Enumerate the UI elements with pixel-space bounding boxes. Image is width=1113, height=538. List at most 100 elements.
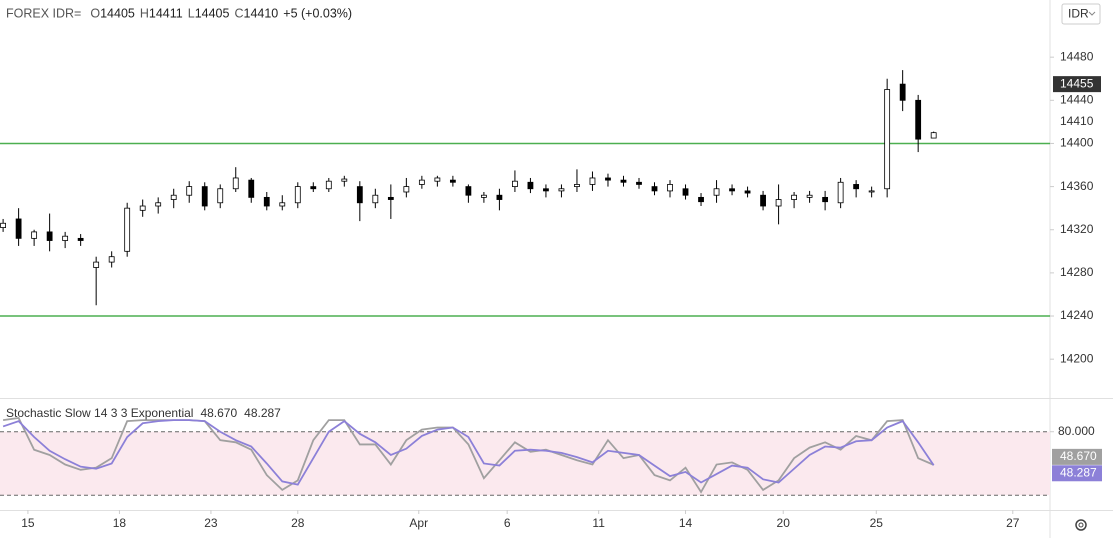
- candle-body: [574, 184, 580, 187]
- candle-body: [527, 181, 534, 190]
- candle-body: [294, 186, 301, 204]
- ohlc-key: O: [90, 6, 100, 20]
- candle-body: [636, 181, 642, 185]
- currency-select[interactable]: [1061, 3, 1101, 25]
- ohlc-value: 14405: [100, 6, 135, 20]
- price-tag: [1053, 76, 1101, 93]
- y-tick-label: 14200: [1060, 351, 1094, 365]
- candle-body: [201, 186, 208, 207]
- x-tick-label: 23: [204, 516, 218, 530]
- candle-body: [387, 196, 394, 200]
- candle-body: [139, 205, 146, 211]
- x-tick-label: 11: [592, 516, 605, 530]
- x-tick-label: 20: [777, 516, 791, 530]
- x-tick-label: Apr: [409, 516, 428, 530]
- y-tick-label: 14360: [1060, 179, 1094, 193]
- candle-body: [558, 188, 565, 192]
- candle-body: [480, 194, 487, 198]
- ohlc-value: 14410: [244, 6, 279, 20]
- candle-body: [868, 190, 875, 193]
- symbol: FOREX IDR=: [6, 6, 81, 20]
- candle-body: [667, 184, 673, 192]
- y-tick-label: 14240: [1060, 308, 1094, 322]
- ohlc-key: L: [188, 6, 195, 20]
- ohlc-value: 14411: [149, 6, 183, 20]
- candle-body: [232, 177, 239, 190]
- candle-body: [930, 132, 937, 139]
- candle-body: [31, 231, 38, 239]
- candle-body: [356, 186, 363, 204]
- y-tick-label: 14440: [1060, 92, 1094, 106]
- candle-body: [465, 186, 472, 196]
- candle-body: [310, 186, 317, 190]
- candle-body: [915, 99, 922, 140]
- settings-icon[interactable]: [1075, 519, 1087, 531]
- candle-body: [760, 194, 766, 207]
- candle-body: [15, 218, 22, 239]
- candle-body: [853, 184, 860, 190]
- y-tick-label: 14480: [1060, 49, 1094, 63]
- candle-body: [605, 177, 611, 181]
- candle-body: [775, 199, 782, 207]
- candle-body: [713, 188, 720, 196]
- candle-body: [837, 181, 844, 204]
- candle-body: [124, 207, 131, 252]
- candle-body: [651, 186, 658, 192]
- value-badge: [1052, 448, 1102, 465]
- gear[interactable]: [1075, 519, 1087, 531]
- candle-body: [325, 180, 332, 190]
- x-tick-label: 27: [1006, 516, 1020, 530]
- candle-body: [791, 194, 797, 200]
- candle-body: [93, 261, 100, 268]
- candle-body: [744, 190, 751, 194]
- gear-hub[interactable]: [1078, 522, 1084, 528]
- dropdown-arrow[interactable]: [1088, 11, 1096, 16]
- candle-body: [155, 202, 162, 207]
- x-tick-label: 15: [21, 516, 35, 530]
- last-price-label: 14410: [1060, 114, 1094, 128]
- y-tick-label: 14280: [1060, 265, 1094, 279]
- header: FOREX IDR= O 14405 H 14411 L 14405 C 14410 +5 (+0…: [6, 6, 352, 20]
- ohlc-value: 14405: [195, 6, 230, 20]
- candle-body: [62, 235, 69, 241]
- value-badge: [1052, 465, 1102, 482]
- candle-body: [279, 202, 286, 207]
- candle-body: [403, 186, 410, 193]
- x-tick-label: 25: [870, 516, 884, 530]
- value-badge-label: 48.670: [1060, 449, 1097, 463]
- y-tick-label: 14400: [1060, 136, 1094, 150]
- candle-body: [46, 231, 53, 241]
- stochastic-line: [2, 417, 935, 494]
- candle-body: [822, 196, 829, 203]
- candle-body: [108, 256, 115, 263]
- currency-label[interactable]: IDR: [1068, 7, 1089, 21]
- candle-body: [729, 188, 735, 192]
- price-tag-label: 14455: [1060, 76, 1094, 90]
- indicator-value: 48.287: [244, 406, 281, 420]
- candle-body: [449, 179, 456, 183]
- change: +5 (+0.03%): [283, 6, 352, 20]
- band-fill: [0, 431, 1050, 496]
- stochastic-line: [2, 419, 935, 486]
- y-tick-label: 80.000: [1058, 424, 1095, 438]
- candle-body: [512, 180, 518, 187]
- candle-body: [263, 196, 270, 207]
- candle-body: [0, 222, 7, 228]
- ohlc-key: C: [234, 6, 243, 20]
- indicator-title: Stochastic Slow 14 3 3 Exponential: [6, 406, 193, 420]
- candle-body: [77, 237, 84, 241]
- candle-body: [698, 196, 704, 203]
- x-tick-label: 28: [291, 516, 305, 530]
- candle-body: [434, 177, 441, 182]
- candle-body: [496, 194, 503, 200]
- candle-body: [884, 89, 891, 190]
- candle-body: [341, 178, 348, 182]
- candle-body: [589, 177, 596, 185]
- candle-body: [372, 194, 379, 204]
- candle-body: [186, 186, 193, 196]
- candle-body: [620, 179, 627, 183]
- candle-body: [806, 194, 813, 198]
- candle-body: [170, 194, 177, 200]
- candle-body: [217, 188, 224, 204]
